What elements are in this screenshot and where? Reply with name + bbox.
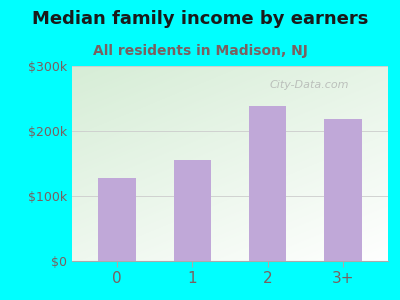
Bar <box>174 160 211 261</box>
Bar <box>98 178 136 261</box>
Text: All residents in Madison, NJ: All residents in Madison, NJ <box>92 44 308 58</box>
Bar <box>324 119 362 261</box>
Bar <box>249 106 286 261</box>
Text: City-Data.com: City-Data.com <box>269 80 349 91</box>
Text: Median family income by earners: Median family income by earners <box>32 11 368 28</box>
